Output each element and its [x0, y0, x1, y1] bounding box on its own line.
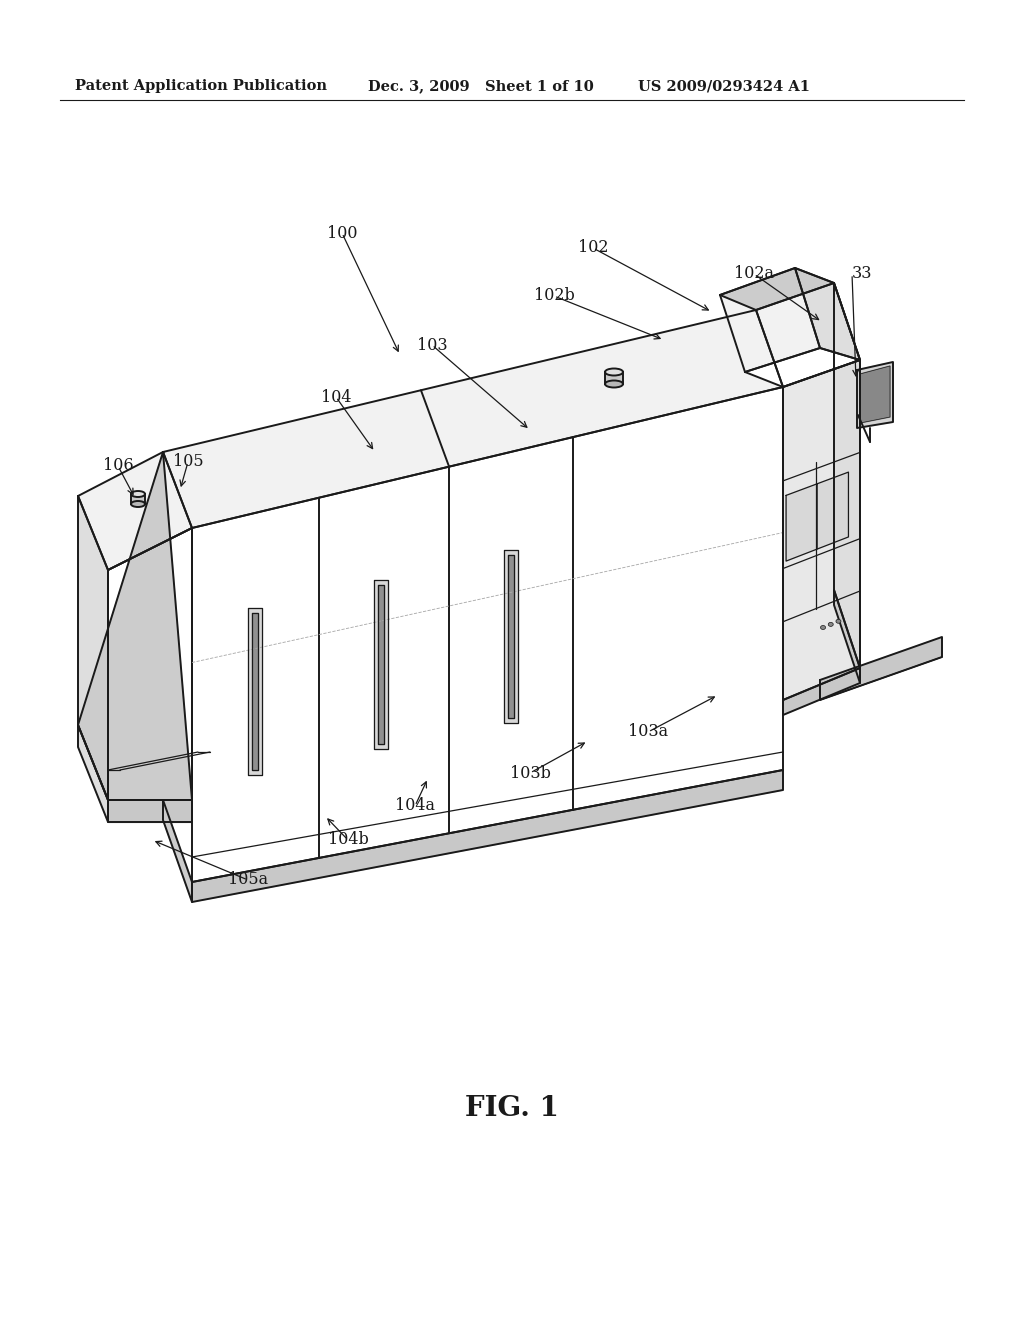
Text: 104b: 104b: [328, 832, 369, 849]
Polygon shape: [508, 556, 514, 718]
Text: Dec. 3, 2009   Sheet 1 of 10: Dec. 3, 2009 Sheet 1 of 10: [368, 79, 594, 92]
Text: 103: 103: [417, 337, 447, 354]
Ellipse shape: [605, 380, 623, 388]
Text: 105: 105: [173, 454, 204, 470]
Polygon shape: [834, 590, 860, 682]
Text: 102a: 102a: [734, 265, 774, 282]
Polygon shape: [108, 528, 193, 800]
Polygon shape: [163, 800, 193, 902]
Polygon shape: [860, 366, 890, 422]
Text: 103b: 103b: [510, 764, 551, 781]
Polygon shape: [193, 387, 783, 882]
Polygon shape: [820, 638, 942, 700]
Polygon shape: [795, 268, 860, 360]
Polygon shape: [605, 372, 623, 384]
Text: 103a: 103a: [628, 723, 668, 741]
Text: FIG. 1: FIG. 1: [465, 1094, 559, 1122]
Polygon shape: [193, 770, 783, 902]
Polygon shape: [378, 585, 384, 744]
Text: US 2009/0293424 A1: US 2009/0293424 A1: [638, 79, 810, 92]
Ellipse shape: [828, 622, 834, 627]
Polygon shape: [78, 451, 193, 800]
Polygon shape: [720, 268, 820, 372]
Text: 106: 106: [102, 458, 133, 474]
Text: 102b: 102b: [534, 288, 574, 305]
Text: 104: 104: [321, 388, 351, 405]
Text: 33: 33: [852, 265, 872, 282]
Polygon shape: [834, 282, 860, 668]
Polygon shape: [374, 579, 388, 750]
Polygon shape: [108, 800, 193, 822]
Text: Patent Application Publication: Patent Application Publication: [75, 79, 327, 92]
Polygon shape: [78, 451, 193, 570]
Polygon shape: [745, 348, 860, 387]
Text: 102: 102: [578, 239, 608, 256]
Polygon shape: [252, 612, 258, 770]
Polygon shape: [783, 668, 860, 715]
Ellipse shape: [605, 368, 623, 375]
Ellipse shape: [131, 491, 145, 498]
Polygon shape: [163, 310, 783, 528]
Text: 105a: 105a: [228, 871, 268, 888]
Polygon shape: [786, 484, 817, 561]
Polygon shape: [248, 609, 262, 775]
Polygon shape: [857, 362, 893, 428]
Polygon shape: [78, 725, 108, 822]
Polygon shape: [131, 494, 145, 504]
Ellipse shape: [820, 626, 825, 630]
Polygon shape: [817, 473, 849, 549]
Polygon shape: [783, 360, 860, 700]
Polygon shape: [108, 528, 193, 800]
Polygon shape: [78, 496, 108, 800]
Ellipse shape: [131, 502, 145, 507]
Polygon shape: [720, 268, 834, 310]
Text: 100: 100: [327, 224, 357, 242]
Ellipse shape: [836, 619, 841, 623]
Polygon shape: [504, 550, 518, 723]
Text: 104a: 104a: [395, 797, 435, 814]
Polygon shape: [756, 282, 860, 387]
